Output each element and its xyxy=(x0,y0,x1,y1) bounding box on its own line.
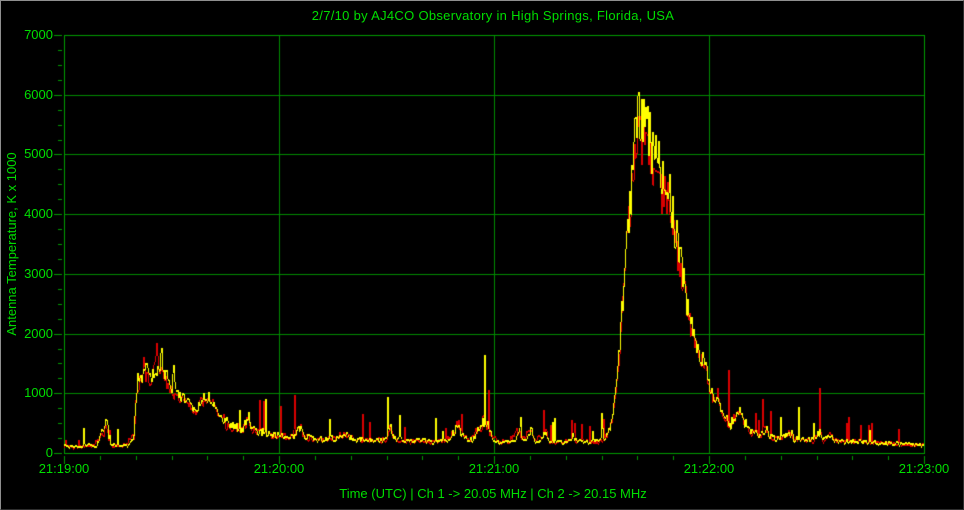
y-axis-title: Antenna Temperature, K x 1000 xyxy=(4,152,19,336)
y-tick-label: 0 xyxy=(45,445,53,460)
x-tick-label: 21:21:00 xyxy=(468,461,520,476)
x-tick-label: 21:22:00 xyxy=(683,461,735,476)
y-tick-label: 2000 xyxy=(24,325,53,341)
x-tick-label: 21:23:00 xyxy=(898,461,950,476)
y-tick-label: 7000 xyxy=(24,27,53,42)
y-tick-label: 3000 xyxy=(24,265,53,281)
y-tick-label: 5000 xyxy=(24,146,53,162)
y-tick-label: 4000 xyxy=(24,206,53,222)
x-tick-label: 21:20:00 xyxy=(253,461,305,476)
y-tick-label: 6000 xyxy=(24,86,53,102)
x-axis-title: Time (UTC) | Ch 1 -> 20.05 MHz | Ch 2 ->… xyxy=(339,486,647,501)
x-tick-label: 21:19:00 xyxy=(38,461,90,476)
y-tick-label: 1000 xyxy=(24,385,53,401)
chart-title: 2/7/10 by AJ4CO Observatory in High Spri… xyxy=(311,8,675,23)
